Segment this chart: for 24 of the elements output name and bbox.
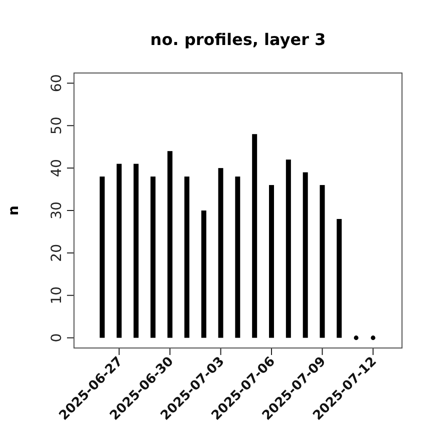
bar [184,176,190,338]
bar [167,151,172,338]
bar [235,176,240,338]
y-tick-label: 50 [49,116,65,135]
bar [150,176,156,338]
bar [269,185,274,338]
y-tick-label: 0 [49,333,65,342]
y-axis-title: n [6,206,22,216]
y-tick-label: 20 [49,244,65,262]
bar [302,172,308,338]
y-tick-label: 40 [49,159,65,177]
bar [218,168,224,338]
bar [336,218,342,338]
y-tick-label: 60 [49,74,65,92]
bar [116,164,122,338]
bar [134,164,139,338]
y-tick-label: 10 [49,286,65,304]
y-tick-label: 30 [49,202,65,220]
bar [100,176,105,338]
bar [320,185,325,338]
bar [286,160,291,338]
chart-title: no. profiles, layer 3 [150,30,326,49]
bar [201,210,206,338]
bar [252,134,258,338]
